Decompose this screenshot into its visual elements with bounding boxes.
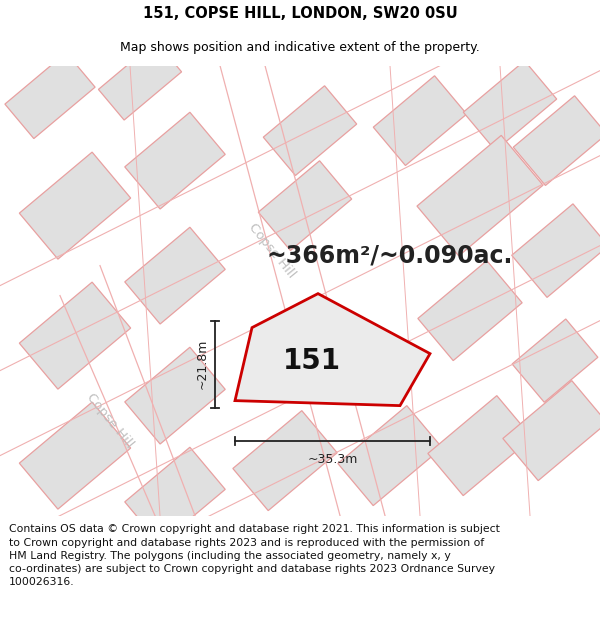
Polygon shape — [125, 448, 225, 544]
Polygon shape — [338, 406, 442, 506]
Polygon shape — [263, 86, 357, 176]
Polygon shape — [503, 381, 600, 481]
Text: Copse Hill: Copse Hill — [84, 391, 136, 451]
Polygon shape — [220, 66, 340, 516]
Polygon shape — [125, 112, 225, 209]
Text: Copse Hill: Copse Hill — [246, 221, 298, 281]
Text: Map shows position and indicative extent of the property.: Map shows position and indicative extent… — [120, 41, 480, 54]
Polygon shape — [463, 61, 557, 151]
Text: Contains OS data © Crown copyright and database right 2021. This information is : Contains OS data © Crown copyright and d… — [9, 524, 500, 587]
Polygon shape — [373, 76, 467, 166]
Polygon shape — [19, 152, 131, 259]
Polygon shape — [19, 402, 131, 509]
Text: ~366m²/~0.090ac.: ~366m²/~0.090ac. — [267, 244, 513, 268]
Text: ~21.8m: ~21.8m — [196, 339, 209, 389]
Polygon shape — [417, 136, 543, 256]
Polygon shape — [258, 161, 352, 251]
Polygon shape — [5, 52, 95, 139]
Polygon shape — [233, 411, 337, 511]
Text: 151: 151 — [283, 348, 341, 375]
Polygon shape — [98, 41, 182, 120]
Polygon shape — [512, 204, 600, 298]
Text: 151, COPSE HILL, LONDON, SW20 0SU: 151, COPSE HILL, LONDON, SW20 0SU — [143, 6, 457, 21]
Text: ~35.3m: ~35.3m — [307, 452, 358, 466]
Polygon shape — [418, 261, 522, 361]
Polygon shape — [19, 282, 131, 389]
Polygon shape — [125, 348, 225, 444]
Polygon shape — [125, 228, 225, 324]
Polygon shape — [235, 294, 430, 406]
Polygon shape — [512, 319, 598, 402]
Polygon shape — [428, 396, 532, 496]
Polygon shape — [60, 296, 170, 516]
Polygon shape — [513, 96, 600, 186]
